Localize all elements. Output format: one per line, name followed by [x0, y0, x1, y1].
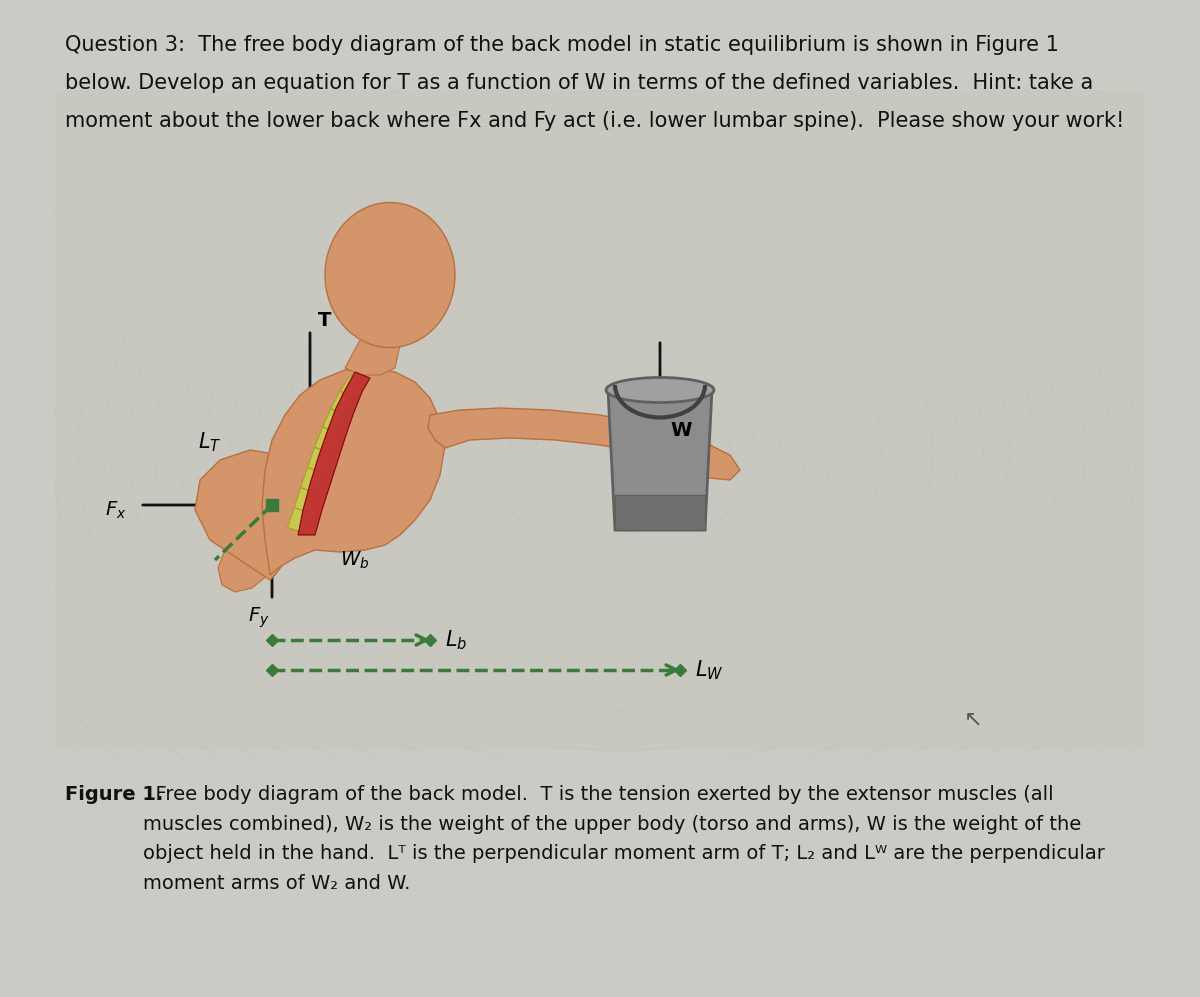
Polygon shape	[218, 510, 278, 592]
Text: Free body diagram of the back model.  T is the tension exerted by the extensor m: Free body diagram of the back model. T i…	[143, 785, 1105, 892]
Text: $F_y$: $F_y$	[248, 606, 270, 630]
Polygon shape	[194, 450, 310, 580]
FancyBboxPatch shape	[55, 90, 1145, 750]
Text: Question 3:  The free body diagram of the back model in static equilibrium is sh: Question 3: The free body diagram of the…	[65, 35, 1058, 55]
Polygon shape	[294, 488, 316, 512]
Polygon shape	[341, 376, 364, 400]
Polygon shape	[428, 408, 740, 480]
Text: moment about the lower back where Fx and Fy act (i.e. lower lumbar spine).  Plea: moment about the lower back where Fx and…	[65, 111, 1124, 131]
Polygon shape	[608, 390, 712, 530]
Text: T: T	[318, 310, 331, 329]
Ellipse shape	[606, 378, 714, 403]
Polygon shape	[262, 368, 445, 575]
Ellipse shape	[325, 202, 455, 348]
Polygon shape	[300, 468, 323, 493]
Polygon shape	[307, 448, 330, 473]
Polygon shape	[314, 427, 337, 453]
Polygon shape	[298, 372, 370, 535]
Text: $L_b$: $L_b$	[445, 628, 467, 652]
Polygon shape	[346, 325, 400, 375]
Text: $F_x$: $F_x$	[106, 499, 126, 520]
Text: $W_b$: $W_b$	[340, 549, 370, 570]
Text: $L_T$: $L_T$	[198, 430, 222, 454]
Text: $\nwarrow$: $\nwarrow$	[959, 710, 980, 730]
Polygon shape	[331, 391, 354, 416]
Text: Figure 1.: Figure 1.	[65, 785, 163, 804]
Polygon shape	[323, 409, 346, 434]
Polygon shape	[288, 507, 310, 532]
Text: below. Develop an equation for T as a function of W in terms of the defined vari: below. Develop an equation for T as a fu…	[65, 73, 1093, 93]
Polygon shape	[616, 495, 706, 530]
Text: $L_W$: $L_W$	[695, 658, 724, 682]
Text: W: W	[670, 421, 691, 440]
